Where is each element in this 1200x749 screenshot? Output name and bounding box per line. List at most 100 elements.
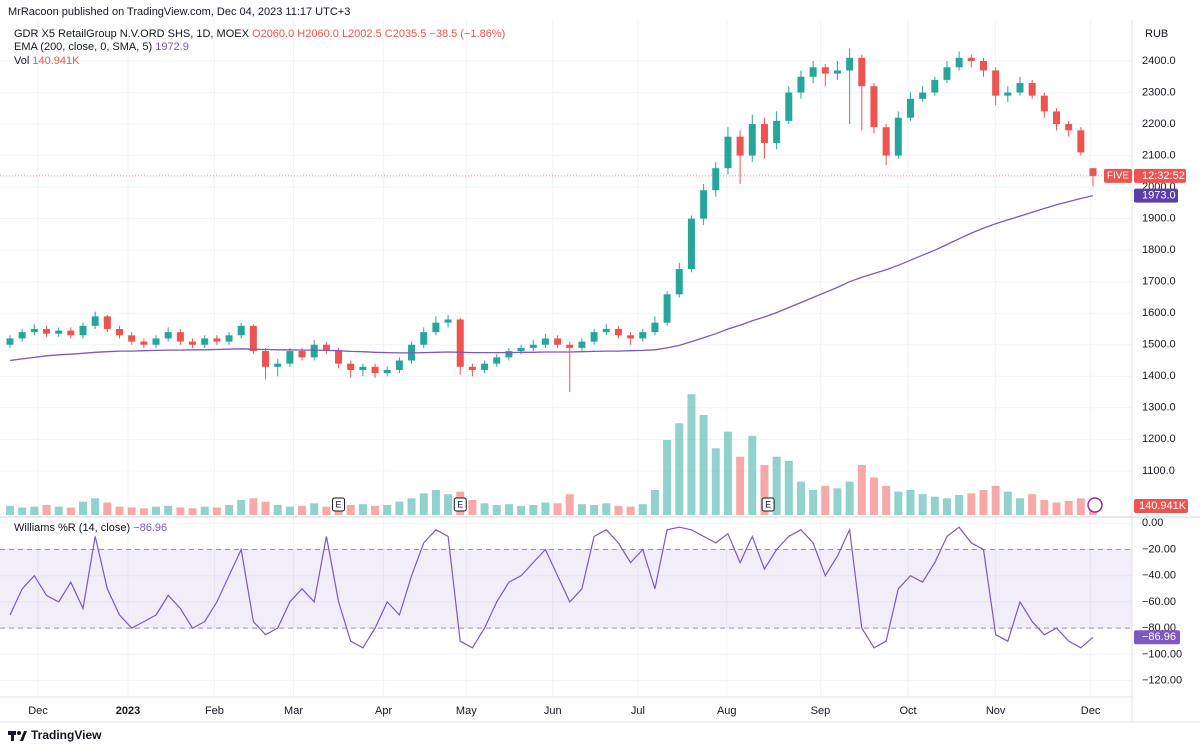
volume-bar: [650, 490, 659, 515]
volume-bar: [942, 498, 951, 515]
candle-body: [432, 322, 440, 333]
volume-bar: [298, 505, 307, 515]
candle-body: [1040, 95, 1048, 112]
candle-body: [967, 57, 975, 61]
volume-bar: [139, 508, 148, 515]
candle-body: [1052, 111, 1060, 125]
legend-ohlc: H2060.0: [297, 28, 339, 40]
volume-bar: [784, 460, 793, 515]
volume-bar: [407, 498, 416, 515]
earnings-marker: [453, 497, 467, 512]
candle-body: [979, 60, 987, 71]
williams-tag: [1134, 630, 1180, 645]
volume-bar: [1076, 498, 1085, 515]
candle-body: [554, 338, 562, 345]
volume-bar: [127, 507, 136, 515]
volume-bar: [626, 506, 635, 515]
y-tick-label: 1200.0: [1142, 433, 1176, 445]
y-tick-label: 2400.0: [1142, 55, 1176, 67]
candle-body: [906, 98, 914, 118]
candle-body: [858, 57, 866, 87]
volume-bar: [504, 504, 513, 515]
volume-bar: [748, 435, 757, 515]
candle-body: [505, 351, 513, 358]
legend-row: Vol 140.941K: [14, 55, 80, 67]
candle-body: [578, 341, 586, 348]
y-tick-label: 2300.0: [1142, 86, 1176, 98]
volume-bar: [322, 506, 331, 515]
candle-body: [614, 328, 622, 336]
candle-body: [955, 57, 963, 68]
volume-bar: [310, 503, 319, 515]
candle-body: [298, 351, 306, 358]
volume-bar: [930, 496, 939, 515]
volume-bar: [395, 501, 404, 515]
candle-body: [249, 325, 257, 352]
volume-bar: [736, 456, 745, 515]
candle-body: [55, 330, 63, 334]
volume-bar: [188, 508, 197, 515]
williams-line: [9, 526, 1094, 649]
price-tag-countdown: 12:32:52: [1142, 170, 1185, 182]
y-tick-label: 1700.0: [1142, 276, 1176, 288]
candle-body: [529, 344, 537, 348]
y-tick-label: 1500.0: [1142, 339, 1176, 351]
volume-bar: [346, 505, 355, 515]
volume-bar: [857, 465, 866, 515]
legend: GDR X5 RetailGroup N.V.ORD SHS, 1D, MOEX…: [14, 28, 505, 534]
volume-bar: [638, 504, 647, 515]
candle-body: [943, 67, 951, 80]
y-tick-label: 2100.0: [1142, 149, 1176, 161]
volume-bar: [164, 505, 173, 515]
earnings-label: E: [765, 499, 771, 509]
candle-body: [286, 351, 294, 364]
volume-bar: [772, 456, 781, 515]
x-tick-label: Sep: [811, 705, 831, 717]
volume-bar: [687, 394, 696, 515]
y-tick-label: 1800.0: [1142, 244, 1176, 256]
candle-body: [152, 338, 160, 345]
volume-bar: [711, 448, 720, 515]
volume-bar: [261, 501, 270, 515]
volume-bar: [1015, 498, 1024, 515]
volume-bar: [42, 505, 51, 515]
volume-bar: [553, 503, 562, 515]
grid: [0, 20, 1132, 697]
volume-bar: [79, 501, 88, 515]
volume-bar: [614, 505, 623, 515]
volume-bar: [809, 490, 818, 515]
y-tick-label: 1600.0: [1142, 307, 1176, 319]
candle-body: [79, 325, 87, 336]
candle-body: [444, 319, 452, 323]
candle-body: [128, 335, 136, 342]
candle-body: [468, 366, 476, 370]
legend-vol-value: 140.941K: [32, 55, 80, 67]
volume-bar: [517, 505, 526, 515]
candle-body: [541, 338, 549, 345]
volume-bar: [30, 506, 39, 515]
volume-tag-label: 140.941K: [1139, 500, 1187, 512]
volume-bar: [833, 488, 842, 515]
band-fill: [0, 549, 1132, 629]
volume-bar: [273, 505, 282, 515]
earnings-marker: [761, 497, 775, 512]
legend-ema-name: EMA (200, close, 0, SMA, 5): [14, 41, 152, 53]
x-tick-label: Nov: [986, 705, 1006, 717]
volume-bar: [590, 505, 599, 515]
volume-bar: [152, 506, 161, 515]
volume-bar: [1052, 502, 1061, 515]
volume-bar: [663, 440, 672, 515]
volume-bar: [91, 498, 100, 515]
volume-bar: [176, 507, 185, 515]
volume-bar: [760, 465, 769, 515]
candle-body: [262, 351, 270, 367]
volume-bar: [54, 506, 63, 515]
volume-bar: [821, 485, 830, 515]
volume-bar: [237, 500, 246, 515]
x-tick-label: 2023: [116, 705, 140, 717]
legend-row: EMA (200, close, 0, SMA, 5) 1972.9: [14, 41, 189, 53]
candle-body: [103, 316, 111, 329]
volume-bar: [979, 490, 988, 515]
y-tick-label: 1400.0: [1142, 370, 1176, 382]
legend-ohlc: O2060.0: [252, 28, 294, 40]
